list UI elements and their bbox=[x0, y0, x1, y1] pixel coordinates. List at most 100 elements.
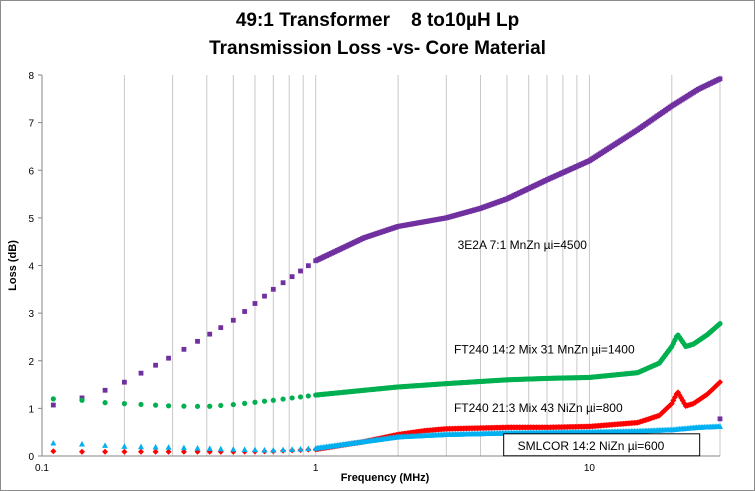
data-point bbox=[207, 331, 213, 337]
data-point bbox=[305, 393, 311, 399]
data-point bbox=[305, 445, 312, 452]
data-point bbox=[230, 317, 236, 323]
data-point bbox=[102, 448, 109, 455]
x-tick-label: 0.1 bbox=[35, 463, 49, 474]
tick-labels: 0 1 2 3 4 5 6 7 8 0.1 1 10 bbox=[28, 71, 595, 474]
y-tick-label: 2 bbox=[28, 357, 34, 368]
data-point bbox=[298, 268, 303, 274]
data-point bbox=[207, 403, 213, 409]
data-point bbox=[242, 309, 248, 314]
data-point bbox=[717, 321, 723, 327]
data-point bbox=[121, 379, 127, 385]
data-point bbox=[289, 446, 296, 452]
data-point bbox=[121, 443, 128, 449]
data-point bbox=[270, 397, 276, 403]
data-point bbox=[297, 394, 304, 400]
data-point bbox=[717, 416, 723, 422]
annotation-label: 3E2A 7:1 MnZn µi=4500 bbox=[458, 238, 588, 252]
chart-title: 49:1 Transformer 8 to10µH Lp bbox=[235, 10, 520, 31]
data-point bbox=[166, 355, 171, 361]
data-point bbox=[121, 448, 128, 455]
data-point bbox=[78, 448, 85, 455]
y-tick-label: 3 bbox=[28, 309, 34, 320]
data-point bbox=[280, 396, 286, 402]
data-point bbox=[180, 448, 187, 455]
data-point bbox=[194, 445, 201, 451]
y-tick-label: 0 bbox=[28, 452, 34, 463]
data-point bbox=[262, 293, 267, 299]
data-point bbox=[165, 403, 172, 409]
data-point bbox=[194, 403, 201, 409]
annotation-box bbox=[503, 433, 701, 457]
data-point bbox=[261, 398, 268, 404]
data-point bbox=[717, 379, 723, 386]
x-tick-label: 1 bbox=[313, 463, 319, 474]
data-point bbox=[50, 396, 56, 402]
data-point bbox=[102, 387, 108, 393]
data-point bbox=[289, 274, 295, 280]
y-tick-label: 7 bbox=[28, 119, 34, 130]
data-point bbox=[78, 440, 85, 447]
data-point bbox=[280, 280, 286, 286]
data-point bbox=[242, 400, 248, 406]
series-0 bbox=[50, 76, 723, 408]
data-point bbox=[50, 402, 56, 408]
data-point bbox=[165, 444, 172, 450]
chart-subtitle: Transmission Loss -vs- Core Material bbox=[209, 38, 546, 59]
data-point bbox=[152, 402, 159, 408]
y-tick-label: 8 bbox=[28, 71, 34, 82]
data-point bbox=[280, 446, 287, 453]
x-axis-label: Frequency (MHz) bbox=[341, 472, 430, 484]
data-point bbox=[717, 76, 723, 82]
axes bbox=[38, 74, 720, 457]
annotation-label: FT240 21:3 Mix 43 NiZn µi=800 bbox=[454, 401, 623, 415]
data-point bbox=[195, 338, 200, 344]
series-1 bbox=[50, 321, 723, 409]
annotations: 3E2A 7:1 MnZn µi=4500 FT240 14:2 Mix 31 M… bbox=[454, 238, 701, 457]
x-tick-label: 10 bbox=[584, 463, 596, 474]
data-point bbox=[270, 286, 276, 292]
data-point bbox=[218, 325, 224, 331]
data-point bbox=[251, 446, 258, 453]
data-point bbox=[717, 423, 723, 429]
y-tick-label: 5 bbox=[28, 214, 34, 225]
data-point bbox=[138, 370, 144, 376]
data-point bbox=[138, 443, 145, 450]
data-point bbox=[270, 447, 277, 453]
data-point bbox=[289, 395, 295, 401]
data-point bbox=[50, 448, 57, 455]
data-point bbox=[102, 442, 109, 448]
data-point bbox=[252, 399, 258, 405]
data-point bbox=[297, 445, 304, 452]
data-point bbox=[121, 401, 127, 407]
y-tick-label: 4 bbox=[28, 262, 34, 273]
data-point bbox=[217, 445, 224, 452]
data-point bbox=[102, 400, 108, 406]
data-point bbox=[181, 403, 187, 409]
data-point bbox=[261, 446, 268, 453]
data-point bbox=[152, 443, 159, 450]
annotation-label: SMLCOR 14:2 NiZn µi=600 bbox=[518, 439, 665, 453]
grid-lines bbox=[41, 75, 721, 456]
data-point bbox=[50, 439, 57, 446]
y-tick-label: 1 bbox=[28, 404, 34, 415]
data-point bbox=[152, 448, 159, 455]
series-group bbox=[50, 76, 723, 455]
data-point bbox=[79, 397, 85, 403]
data-point bbox=[241, 446, 248, 453]
data-point bbox=[230, 446, 237, 452]
annotation-label: FT240 14:2 Mix 31 MnZn µi=1400 bbox=[454, 343, 635, 357]
data-point bbox=[305, 263, 311, 269]
data-point bbox=[138, 448, 145, 455]
data-point bbox=[252, 301, 258, 306]
data-point bbox=[206, 445, 213, 451]
data-point bbox=[180, 444, 187, 451]
data-point bbox=[138, 401, 144, 408]
data-point bbox=[181, 346, 187, 352]
data-point bbox=[165, 448, 172, 455]
data-point bbox=[230, 401, 236, 408]
data-point bbox=[153, 362, 158, 368]
y-axis-label: Loss (dB) bbox=[7, 240, 19, 291]
data-point bbox=[218, 402, 224, 409]
